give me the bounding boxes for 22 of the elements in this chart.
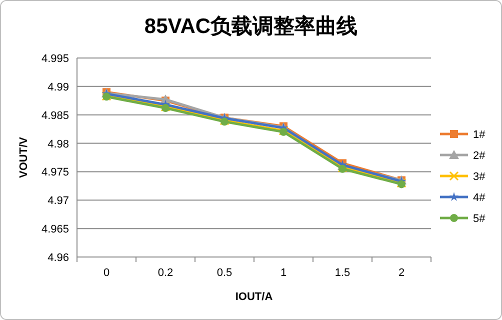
legend-label: 4# (473, 192, 486, 204)
y-tick-label: 4.97 (48, 195, 69, 208)
x-tick-label: 1.5 (334, 267, 350, 279)
y-tick-label: 4.985 (41, 110, 69, 122)
legend-label: 1# (473, 129, 486, 141)
x-tick-label: 0.5 (216, 267, 232, 279)
y-tick-label: 4.96 (48, 252, 69, 264)
legend-label: 2# (473, 150, 486, 162)
x-tick-label: 1 (280, 267, 287, 279)
y-tick-label: 4.995 (41, 53, 69, 65)
x-axis-title: IOUT/A (235, 291, 273, 303)
y-tick-label: 4.975 (41, 166, 69, 179)
y-tick-label: 4.99 (48, 81, 69, 94)
x-tick-label: 0 (103, 267, 110, 279)
x-tick-label: 0.2 (158, 267, 174, 279)
y-tick-label: 4.98 (48, 138, 69, 150)
legend-label: 5# (473, 213, 486, 225)
x-tick-label: 2 (398, 267, 405, 279)
y-tick-label: 4.965 (41, 224, 69, 236)
chart-title: 85VAC负载调整率曲线 (144, 14, 358, 38)
legend-label: 3# (473, 171, 486, 183)
y-axis-title: VOUT/V (18, 136, 30, 178)
